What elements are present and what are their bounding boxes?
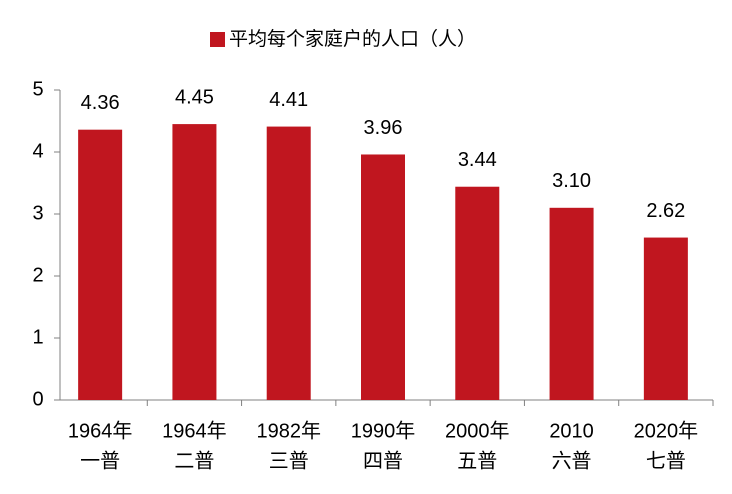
y-tick-label: 3 bbox=[32, 202, 43, 224]
x-tick-label: 二普 bbox=[174, 449, 214, 472]
bar bbox=[455, 186, 500, 400]
x-tick-label: 2010 bbox=[549, 420, 594, 442]
value-label: 3.44 bbox=[458, 149, 497, 171]
legend-swatch bbox=[210, 32, 225, 47]
bar bbox=[78, 129, 123, 400]
x-tick-label: 1964年 bbox=[162, 419, 227, 442]
bar bbox=[643, 237, 688, 400]
x-tick-label: 七普 bbox=[646, 449, 686, 472]
x-tick-label: 1982年 bbox=[256, 419, 321, 442]
y-tick-label: 1 bbox=[32, 326, 43, 348]
bar bbox=[172, 124, 217, 400]
legend-label: 平均每个家庭户的人口（人） bbox=[229, 28, 476, 50]
y-tick-label: 4 bbox=[32, 140, 43, 162]
x-tick-label: 三普 bbox=[269, 449, 309, 472]
value-label: 4.36 bbox=[81, 92, 120, 114]
x-tick-label: 四普 bbox=[363, 449, 403, 472]
x-tick-label: 2020年 bbox=[634, 419, 699, 442]
x-tick-label: 一普 bbox=[80, 449, 120, 472]
x-tick-label: 1964年 bbox=[68, 419, 133, 442]
x-tick-label: 1990年 bbox=[351, 419, 416, 442]
value-label: 2.62 bbox=[646, 200, 685, 222]
bar bbox=[361, 154, 405, 400]
value-label: 3.10 bbox=[552, 170, 591, 192]
value-label: 4.41 bbox=[269, 89, 308, 111]
x-tick-label: 六普 bbox=[552, 449, 592, 472]
x-tick-label: 2000年 bbox=[445, 419, 510, 442]
y-tick-label: 2 bbox=[32, 264, 43, 286]
value-label: 3.96 bbox=[364, 117, 403, 139]
y-tick-label: 5 bbox=[32, 78, 43, 100]
y-tick-label: 0 bbox=[32, 388, 43, 410]
bar bbox=[266, 126, 311, 400]
value-label: 4.45 bbox=[175, 86, 214, 108]
x-tick-label: 五普 bbox=[457, 449, 497, 472]
bar bbox=[549, 207, 594, 400]
